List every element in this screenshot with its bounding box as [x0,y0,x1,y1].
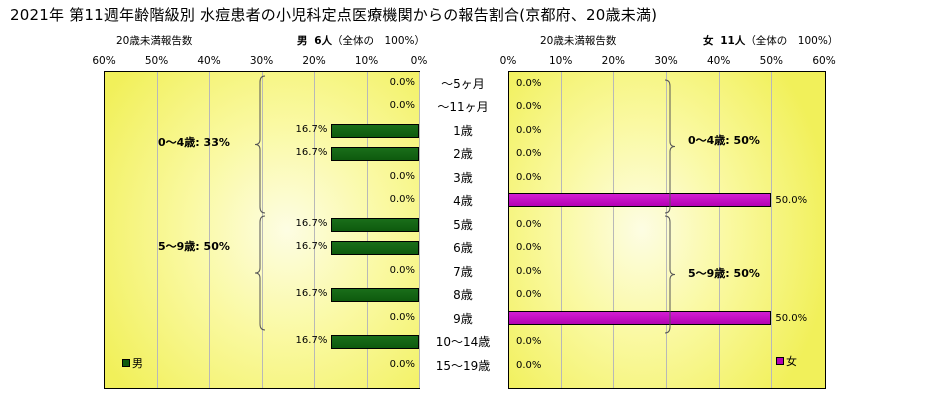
male-value-label: 16.7% [295,288,328,300]
female-gridline [613,72,615,388]
female-tick-label: 50% [759,55,783,67]
male-tick-label: 0% [410,55,428,67]
male-axis-title: 20歳未満報告数 [116,35,193,47]
male-bar [331,335,419,350]
male-value-label: 16.7% [295,241,328,253]
age-category-label: ～5ヶ月 [441,76,485,91]
male-value-label: 0.0% [389,194,415,206]
female-value-label: 0.0% [516,336,542,348]
age-category-label: 1歳 [453,123,473,138]
male-group-0-4-label: 0～4歳: 33% [158,136,230,149]
female-value-label: 0.0% [516,242,542,254]
male-bar [331,123,419,138]
female-legend-label: 女 [786,355,797,368]
male-tick-label: 30% [249,55,274,67]
female-gridline [560,72,562,388]
female-bar [508,310,772,325]
female-plot-area [508,71,826,389]
male-gridline [314,72,315,388]
age-category-label: 9歳 [453,311,473,326]
male-tick-label: 40% [197,55,221,67]
female-gridline [771,72,773,388]
female-axis-title: 20歳未満報告数 [540,35,617,47]
female-header: 女 11人（全体の 100%） [703,33,838,48]
male-0-4-brace [254,75,266,214]
male-gridline [419,72,420,388]
female-header-label: 女 [703,35,714,47]
male-value-label: 16.7% [295,335,328,347]
male-tick-label: 20% [302,55,326,67]
age-category-label: 10～14歳 [435,335,491,350]
age-category-label: 15～19歳 [435,358,491,373]
male-value-label: 0.0% [389,358,415,370]
male-gridline [156,72,158,388]
age-category-label: 5歳 [453,217,473,232]
female-0-4-brace [664,79,676,214]
female-value-label: 0.0% [516,171,542,183]
male-header-label: 男 [297,35,308,47]
female-value-label: 0.0% [516,359,542,371]
age-category-label: 2歳 [453,147,473,162]
female-value-label: 0.0% [516,289,542,301]
male-legend-swatch [122,359,130,367]
female-value-label: 0.0% [516,77,542,89]
male-value-label: 0.0% [389,76,415,88]
male-legend: 男 [122,355,143,371]
male-5-9-brace [254,215,266,331]
male-value-label: 16.7% [295,147,328,159]
female-legend-swatch [776,357,784,365]
female-tick-label: 10% [548,55,573,67]
male-tick-label: 60% [92,55,116,67]
male-value-label: 16.7% [295,217,328,229]
female-tick-label: 20% [601,55,625,67]
male-value-label: 0.0% [389,100,415,112]
male-value-label: 16.7% [295,123,328,135]
female-tick-label: 40% [706,55,731,67]
male-value-label: 0.0% [389,170,415,182]
male-value-label: 0.0% [389,264,415,276]
age-category-label: 3歳 [453,170,473,185]
male-gridline [261,72,263,388]
female-gridline [718,72,720,388]
male-legend-label: 男 [132,357,143,370]
age-category-label: 6歳 [453,241,473,256]
female-legend: 女 [776,353,797,369]
female-value-label: 0.0% [516,148,542,160]
male-bar [331,147,419,162]
age-category-label: 7歳 [453,264,473,279]
female-tick-label: 30% [654,55,678,67]
age-category-label: 4歳 [453,194,473,209]
male-group-5-9-label: 5～9歳: 50% [158,240,230,253]
female-group-5-9-label: 5～9歳: 50% [688,267,760,280]
male-count: 6人 [314,35,332,47]
female-value-label: 0.0% [516,101,542,113]
female-value-label: 50.0% [775,312,808,324]
female-total-note: （全体の 100%） [745,35,839,47]
chart-title: 2021年 第11週年齢階級別 水痘患者の小児科定点医療機関からの報告割合(京都… [10,6,658,24]
female-value-label: 50.0% [775,195,808,207]
female-bar [508,193,772,208]
female-value-label: 0.0% [516,218,542,230]
male-total-note: （全体の 100%） [332,35,426,47]
male-tick-label: 10% [354,55,379,67]
male-value-label: 0.0% [389,311,415,323]
age-category-label: ～11ヶ月 [437,100,489,115]
female-group-0-4-label: 0～4歳: 50% [688,134,760,147]
female-tick-label: 60% [812,55,836,67]
male-header: 男 6人（全体の 100%） [297,33,425,48]
male-bar [331,288,419,303]
age-category-label: 8歳 [453,288,473,303]
male-bar [331,217,419,232]
male-tick-label: 50% [144,55,169,67]
female-value-label: 0.0% [516,124,542,136]
female-value-label: 0.0% [516,265,542,277]
female-tick-label: 0% [499,55,517,67]
female-count: 11人 [720,35,746,47]
male-bar [331,241,419,256]
female-gridline [666,72,667,388]
female-5-9-brace [664,215,676,334]
male-gridline [209,72,210,388]
